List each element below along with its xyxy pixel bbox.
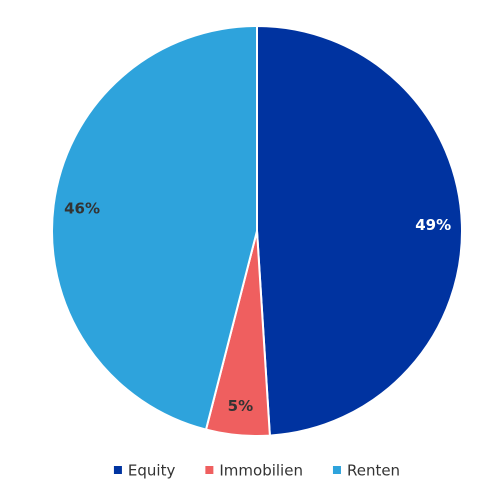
- legend: Equity Immobilien Renten: [113, 462, 400, 480]
- legend-marker: [113, 466, 122, 474]
- legend-label: Renten: [347, 462, 400, 480]
- pie-slice: [51, 24, 258, 431]
- legend-label: Equity: [128, 462, 176, 480]
- legend-label: Immobilien: [219, 462, 303, 480]
- legend-marker: [205, 466, 214, 474]
- legend-marker: [332, 466, 341, 474]
- pie-slice: [256, 24, 463, 437]
- value-label: 49%: [415, 216, 451, 234]
- value-label: 46%: [64, 199, 100, 217]
- value-label: 5%: [228, 397, 253, 415]
